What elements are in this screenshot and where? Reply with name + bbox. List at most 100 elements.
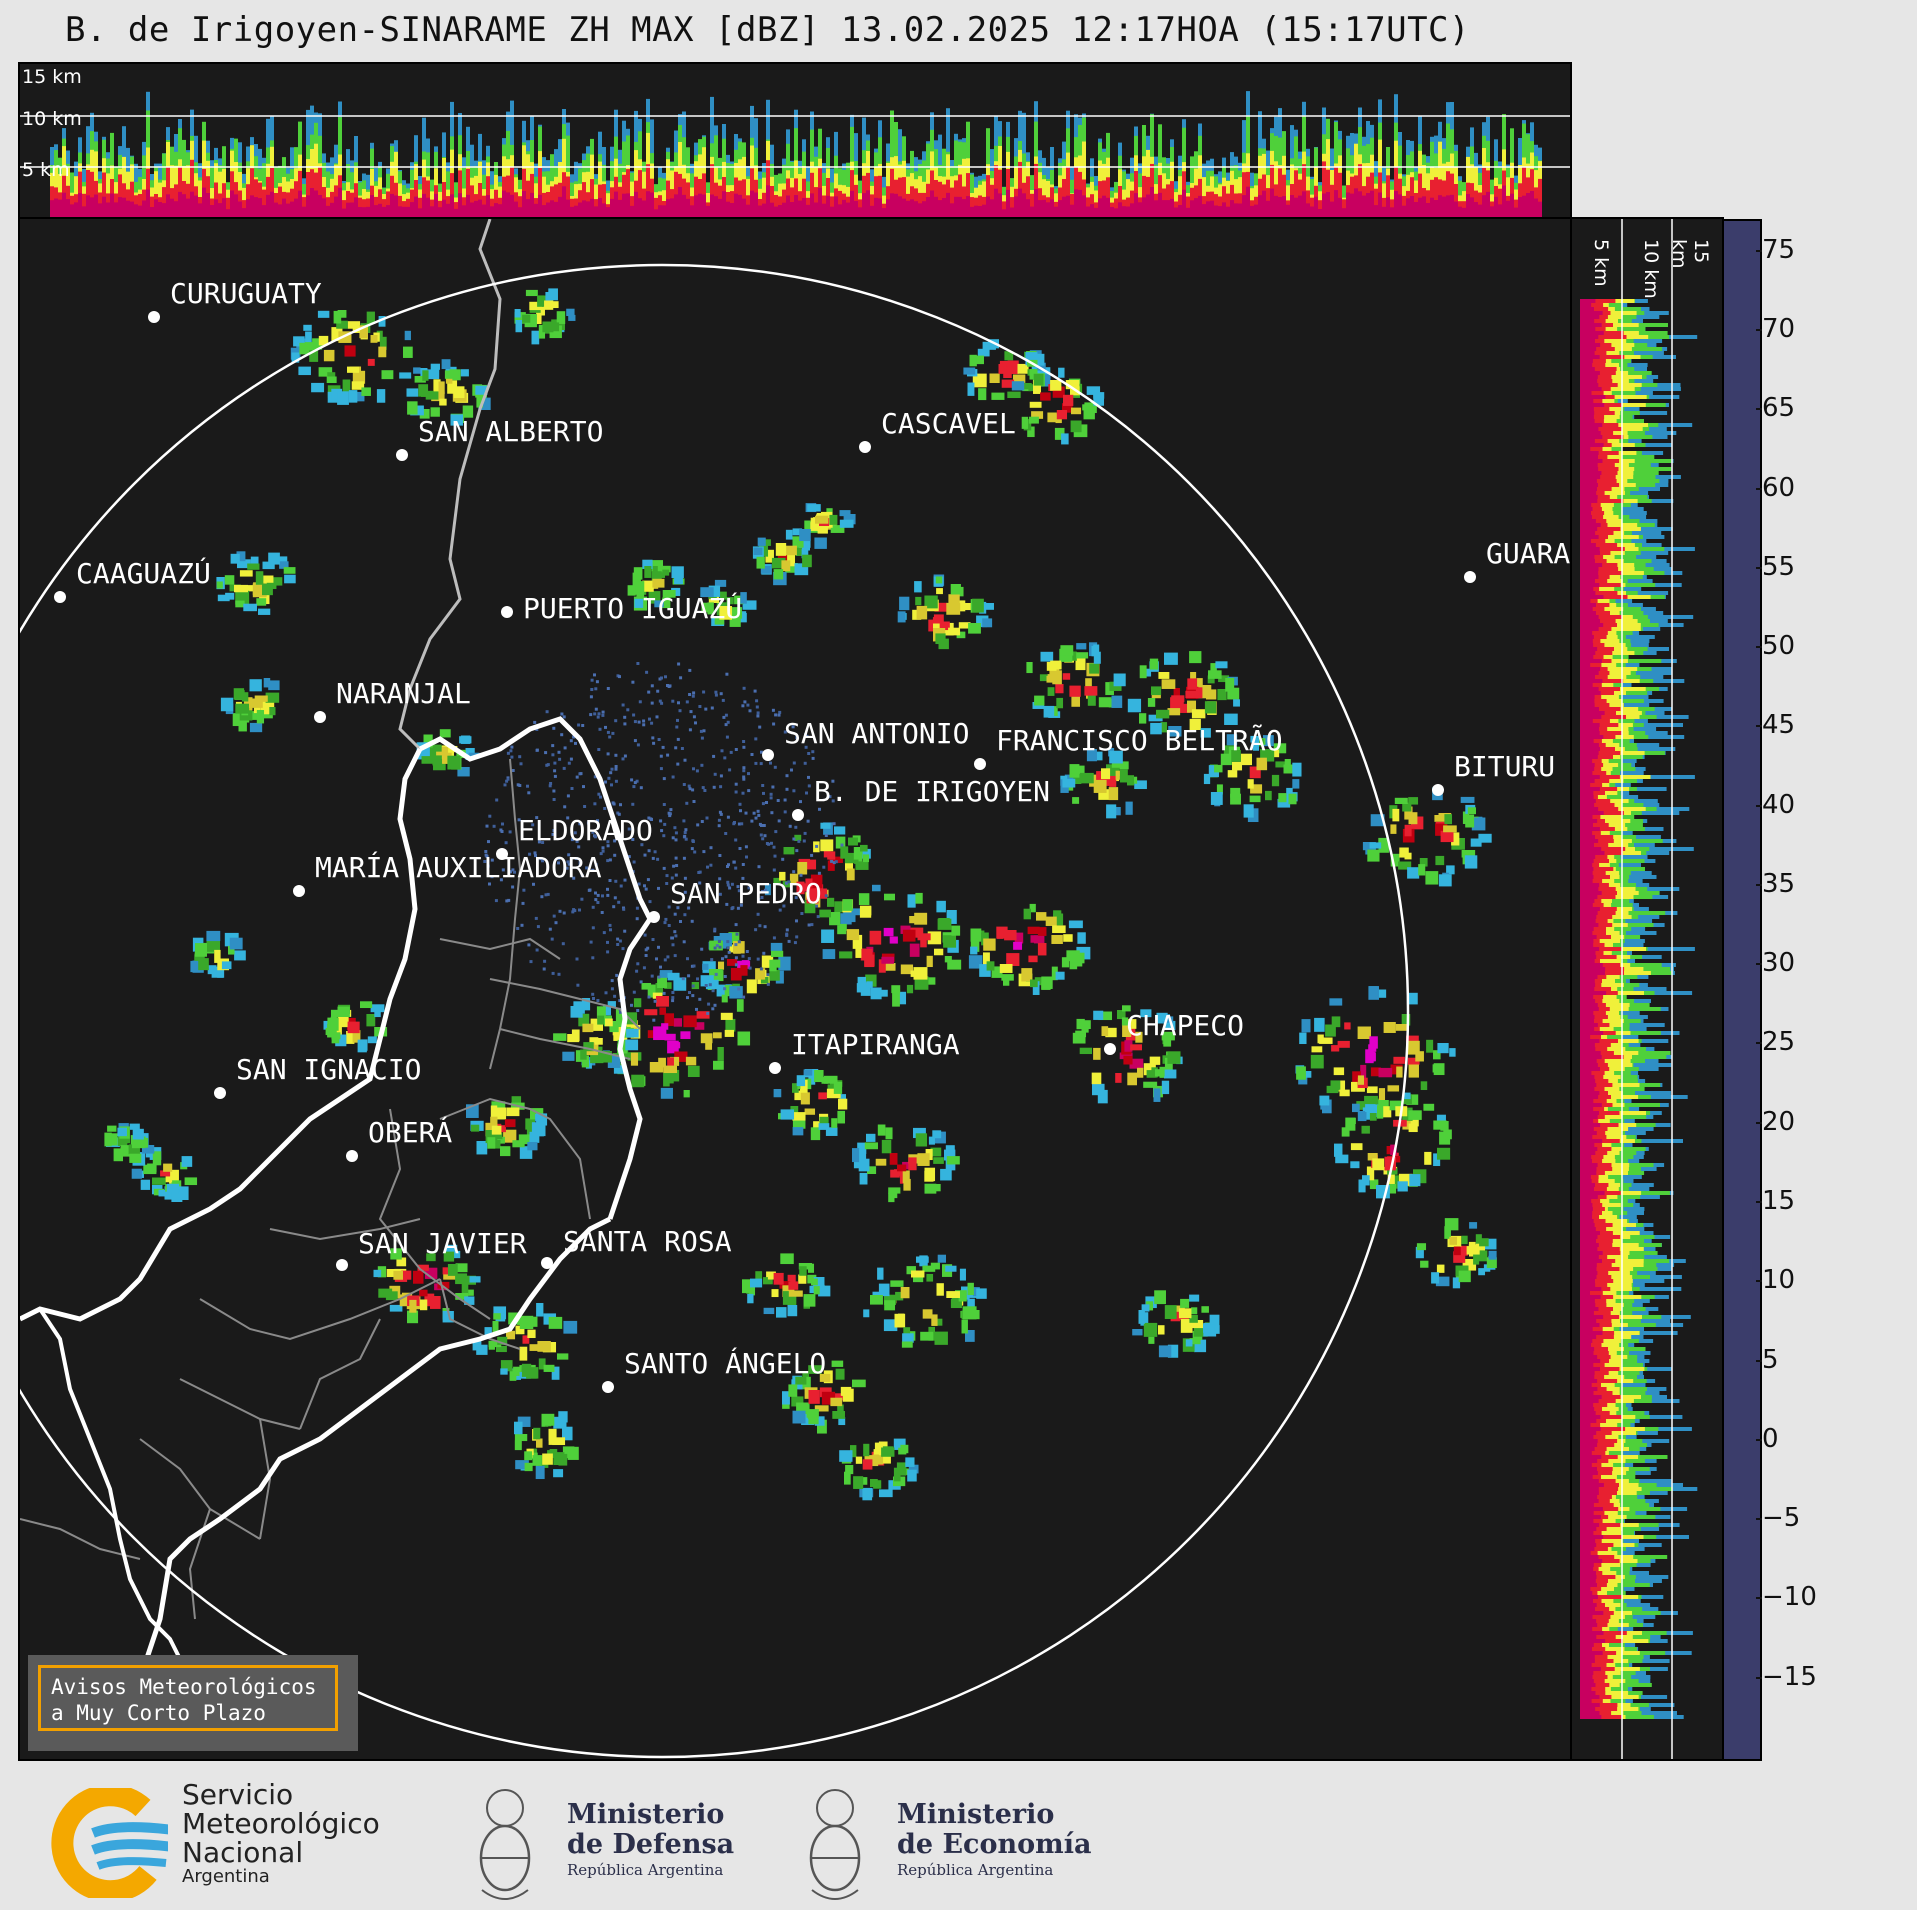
city-marker[interactable] bbox=[54, 591, 66, 603]
city-marker[interactable] bbox=[792, 809, 804, 821]
colorbar-tick: 15 bbox=[1762, 1186, 1795, 1216]
colorbar-tick: −5 bbox=[1762, 1503, 1800, 1533]
misiones-corrientes-border bbox=[40, 1309, 180, 1659]
economia-logo-text: Ministerio de Economía República Argenti… bbox=[897, 1800, 1091, 1880]
city-marker[interactable] bbox=[396, 449, 408, 461]
city-marker[interactable] bbox=[974, 758, 986, 770]
side-height-label-15km: 15 km bbox=[1668, 239, 1712, 269]
colorbar-tick: 65 bbox=[1762, 393, 1795, 423]
city-marker[interactable] bbox=[346, 1150, 358, 1162]
city-marker[interactable] bbox=[602, 1381, 614, 1393]
defensa-line-2: de Defensa bbox=[567, 1830, 734, 1860]
city-marker[interactable] bbox=[762, 749, 774, 761]
city-marker[interactable] bbox=[501, 606, 513, 618]
city-label: SAN IGNACIO bbox=[236, 1053, 421, 1086]
notice-box: Avisos Meteorológicos a Muy Corto Plazo bbox=[28, 1655, 358, 1751]
side-height-label-5km: 5 km bbox=[1590, 239, 1612, 287]
city-label: NARANJAL bbox=[336, 677, 471, 710]
city-label: FRANCISCO BELTRÃO bbox=[996, 724, 1283, 757]
city-marker[interactable] bbox=[148, 311, 160, 323]
city-marker[interactable] bbox=[336, 1259, 348, 1271]
defensa-line-3: República Argentina bbox=[567, 1860, 734, 1880]
argentina-coat-of-arms-icon bbox=[470, 1780, 540, 1910]
city-label: SAN ANTONIO bbox=[784, 717, 969, 750]
colorbar-tick: 20 bbox=[1762, 1107, 1795, 1137]
colorbar-tick: 35 bbox=[1762, 869, 1795, 899]
city-label: BITURU bbox=[1454, 750, 1555, 783]
city-marker[interactable] bbox=[859, 441, 871, 453]
economia-line-3: República Argentina bbox=[897, 1860, 1091, 1880]
colorbar-tick: 60 bbox=[1762, 473, 1795, 503]
city-label: CASCAVEL bbox=[881, 407, 1016, 440]
city-marker[interactable] bbox=[1432, 784, 1444, 796]
defensa-line-1: Ministerio bbox=[567, 1800, 734, 1830]
radar-map-panel[interactable]: CURUGUATY SAN ALBERTO CASCAVEL CAAGUAZÚ GUAR… bbox=[18, 217, 1572, 1761]
smn-line-1: Servicio bbox=[182, 1780, 380, 1809]
side-height-label-10km: 10 km bbox=[1640, 239, 1662, 299]
city-label: SANTO ÁNGELO bbox=[624, 1346, 826, 1380]
colorbar-tick: 75 bbox=[1762, 235, 1795, 265]
city-marker[interactable] bbox=[214, 1087, 226, 1099]
smn-logo-text: Servicio Meteorológico Nacional Argentin… bbox=[182, 1780, 380, 1887]
smn-line-2: Meteorológico bbox=[182, 1809, 380, 1838]
height-label-15km: 15 km bbox=[22, 66, 82, 88]
colorbar-tick: 45 bbox=[1762, 710, 1795, 740]
argentina-coat-of-arms-icon-2 bbox=[800, 1780, 870, 1910]
city-label: CAAGUAZÚ bbox=[76, 556, 211, 590]
top-echoes bbox=[50, 91, 1542, 217]
colorbar-tick: −10 bbox=[1762, 1582, 1817, 1612]
city-label: SAN JAVIER bbox=[358, 1227, 527, 1260]
colorbar-tick: 30 bbox=[1762, 948, 1795, 978]
colorbar-tick: 0 bbox=[1762, 1424, 1779, 1454]
smn-logo-icon bbox=[48, 1788, 168, 1898]
height-label-5km: 5 km bbox=[22, 159, 70, 181]
height-label-10km: 10 km bbox=[22, 108, 82, 130]
colorbar-tick: 50 bbox=[1762, 631, 1795, 661]
notice-line-1: Avisos Meteorológicos bbox=[51, 1674, 335, 1700]
side-cross-section-plot bbox=[1572, 219, 1722, 1759]
city-label: CURUGUATY bbox=[170, 277, 322, 310]
side-echoes bbox=[1580, 299, 1697, 1719]
economia-line-1: Ministerio bbox=[897, 1800, 1091, 1830]
city-marker[interactable] bbox=[648, 911, 660, 923]
municipal-borders bbox=[20, 759, 640, 1619]
city-marker[interactable] bbox=[1464, 571, 1476, 583]
city-label: MARÍA AUXILIADORA bbox=[315, 850, 602, 884]
page-title: B. de Irigoyen-SINARAME ZH MAX [dBZ] 13.… bbox=[0, 10, 1635, 50]
city-label: B. DE IRIGOYEN bbox=[814, 775, 1050, 808]
colorbar-tick: 55 bbox=[1762, 552, 1795, 582]
colorbar-tick: 40 bbox=[1762, 790, 1795, 820]
city-label: ELDORADO bbox=[518, 814, 653, 847]
city-marker[interactable] bbox=[314, 711, 326, 723]
city-label: PUERTO IGUAZÚ bbox=[523, 591, 742, 625]
city-marker[interactable] bbox=[293, 885, 305, 897]
city-label: SANTA ROSA bbox=[563, 1225, 732, 1258]
top-cross-section-plot bbox=[20, 64, 1570, 217]
city-marker[interactable] bbox=[769, 1062, 781, 1074]
city-label: ITAPIRANGA bbox=[791, 1028, 960, 1061]
city-label: SAN PEDRO bbox=[670, 877, 822, 910]
colorbar-tick: 25 bbox=[1762, 1027, 1795, 1057]
city-label: SAN ALBERTO bbox=[418, 415, 603, 448]
economia-line-2: de Economía bbox=[897, 1830, 1091, 1860]
colorbar-tick: −15 bbox=[1762, 1662, 1817, 1692]
radar-map[interactable]: CURUGUATY SAN ALBERTO CASCAVEL CAAGUAZÚ GUAR… bbox=[20, 219, 1570, 1759]
city-label: GUARA bbox=[1486, 537, 1570, 570]
city-label: OBERÁ bbox=[368, 1115, 452, 1149]
paraguay-brazil-border bbox=[400, 219, 500, 749]
defensa-logo-text: Ministerio de Defensa República Argentin… bbox=[567, 1800, 734, 1880]
top-cross-section-panel: 15 km 10 km 5 km bbox=[18, 62, 1572, 219]
notice-line-2: a Muy Corto Plazo bbox=[51, 1700, 335, 1726]
reflectivity-colorbar bbox=[1722, 219, 1762, 1761]
city-marker[interactable] bbox=[541, 1257, 553, 1269]
footer-logos: Servicio Meteorológico Nacional Argentin… bbox=[0, 1770, 1917, 1909]
city-marker[interactable] bbox=[1104, 1043, 1116, 1055]
city-label: CHAPECO bbox=[1126, 1009, 1244, 1042]
colorbar-tick: 70 bbox=[1762, 314, 1795, 344]
notice-frame: Avisos Meteorológicos a Muy Corto Plazo bbox=[38, 1665, 338, 1731]
side-cross-section-panel: 5 km 10 km 15 km bbox=[1570, 217, 1724, 1761]
cities-layer: CURUGUATY SAN ALBERTO CASCAVEL CAAGUAZÚ GUAR… bbox=[54, 277, 1570, 1393]
smn-line-3: Nacional bbox=[182, 1838, 380, 1867]
smn-line-4: Argentina bbox=[182, 1867, 380, 1887]
colorbar-tick: 5 bbox=[1762, 1345, 1779, 1375]
